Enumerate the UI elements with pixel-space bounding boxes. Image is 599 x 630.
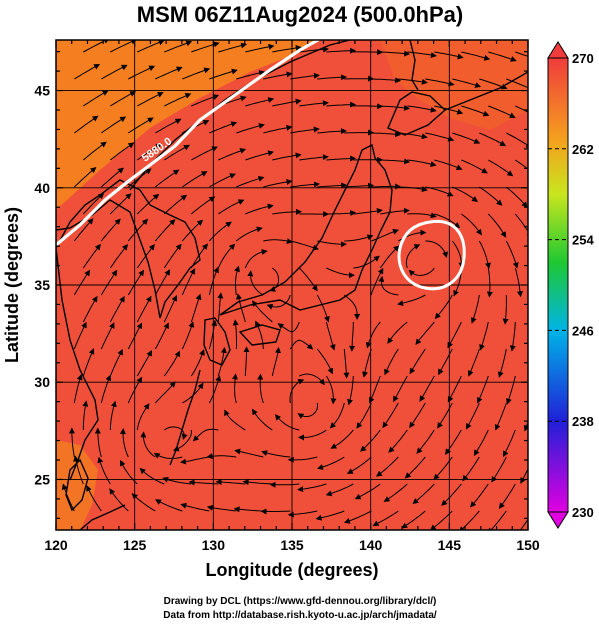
y-tick-labels: 25 30 35 40 45 bbox=[34, 83, 50, 488]
y-tick-label: 30 bbox=[34, 374, 50, 390]
streamline-arrow bbox=[533, 241, 545, 267]
footer-credit-data: Data from http://database.rish.kyoto-u.a… bbox=[163, 610, 437, 621]
y-tick-label: 25 bbox=[34, 471, 50, 487]
y-tick-label: 35 bbox=[34, 277, 50, 293]
streamline-arrow bbox=[533, 430, 543, 457]
x-tick-label: 150 bbox=[516, 537, 540, 553]
streamline-arrow bbox=[371, 186, 400, 187]
map-title: MSM 06Z11Aug2024 (500.0hPa) bbox=[137, 2, 463, 27]
colorbar-tick-label: 270 bbox=[572, 51, 594, 66]
y-tick-label: 40 bbox=[34, 180, 50, 196]
streamline-arrow bbox=[533, 295, 536, 324]
y-axis-label: Latitude (degrees) bbox=[2, 207, 22, 363]
x-tick-labels: 120 125 130 135 140 145 150 bbox=[44, 537, 540, 553]
colorbar-tick-label: 254 bbox=[572, 233, 594, 248]
colorbar-tick-label: 230 bbox=[572, 505, 594, 520]
colorbar: 270 262 254 246 238 230 bbox=[548, 42, 594, 528]
streamline-arrow bbox=[528, 484, 542, 509]
x-tick-label: 140 bbox=[359, 537, 383, 553]
colorbar-tick-label: 238 bbox=[572, 414, 594, 429]
x-tick-label: 125 bbox=[123, 537, 147, 553]
colorbar-top-arrow bbox=[548, 42, 568, 58]
x-tick-label: 135 bbox=[280, 537, 304, 553]
y-tick-label: 45 bbox=[34, 83, 50, 99]
colorbar-tick-label: 262 bbox=[572, 142, 594, 157]
x-tick-label: 120 bbox=[44, 537, 68, 553]
x-axis-label: Longitude (degrees) bbox=[205, 560, 378, 580]
footer-credit-drawing: Drawing by DCL (https://www.gfd-dennou.o… bbox=[164, 596, 437, 607]
colorbar-bottom-arrow bbox=[548, 512, 568, 528]
colorbar-tick-labels: 270 262 254 246 238 230 bbox=[572, 51, 594, 520]
streamline-arrow bbox=[262, 511, 291, 512]
x-tick-label: 130 bbox=[202, 537, 226, 553]
streamline-arrow bbox=[542, 322, 543, 351]
streamline-arrow bbox=[530, 349, 534, 378]
x-tick-label: 145 bbox=[438, 537, 462, 553]
colorbar-tick-label: 246 bbox=[572, 323, 594, 338]
colorbar-bar bbox=[548, 58, 568, 512]
streamline-arrow bbox=[537, 376, 542, 404]
map-plot: 5880.0 bbox=[56, 39, 569, 535]
